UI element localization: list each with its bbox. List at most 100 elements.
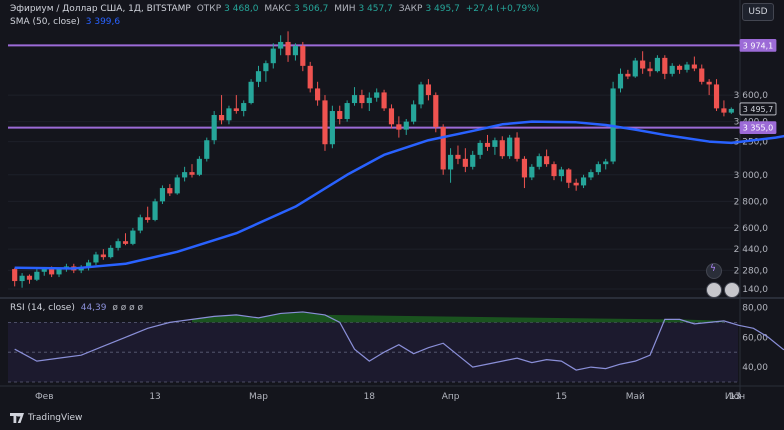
flag-icon-secondary[interactable] bbox=[724, 282, 740, 298]
candle-body bbox=[536, 156, 542, 167]
candle-body bbox=[381, 92, 387, 109]
time-tick-label: Фев bbox=[35, 392, 54, 402]
candle bbox=[411, 100, 417, 125]
price-tick-label: 2 280,0 bbox=[734, 266, 769, 276]
candle-body bbox=[433, 95, 439, 127]
candle-body bbox=[455, 154, 461, 159]
candle bbox=[721, 100, 727, 117]
candle bbox=[713, 79, 720, 112]
candle bbox=[499, 136, 505, 159]
candle bbox=[100, 249, 106, 260]
candle-body bbox=[300, 45, 306, 66]
candle bbox=[322, 95, 328, 151]
candle bbox=[662, 55, 668, 80]
candle-body bbox=[41, 269, 47, 272]
time-tick-label: Мар bbox=[249, 392, 268, 402]
candle bbox=[226, 105, 232, 125]
candle-body bbox=[640, 60, 646, 69]
candle-body bbox=[625, 73, 631, 77]
candle-body bbox=[662, 57, 668, 74]
time-tick-label: 15 bbox=[556, 392, 567, 402]
currency-button[interactable]: USD bbox=[742, 3, 774, 21]
flag-icon[interactable] bbox=[706, 282, 722, 298]
time-tick-label: Май bbox=[626, 392, 645, 402]
candle bbox=[588, 169, 594, 181]
candle-body bbox=[49, 269, 55, 275]
candle bbox=[78, 265, 84, 274]
candle-body bbox=[108, 247, 114, 258]
open-value: 3 468,0 bbox=[224, 4, 259, 14]
candle bbox=[248, 79, 254, 105]
candle bbox=[130, 227, 136, 246]
candle-body bbox=[647, 68, 653, 72]
candle bbox=[374, 88, 380, 102]
candle bbox=[152, 198, 158, 222]
candle bbox=[484, 134, 491, 151]
candle-body bbox=[418, 84, 424, 105]
candle bbox=[507, 134, 513, 159]
price-tick-label: 2 140,0 bbox=[734, 285, 769, 295]
high-label: МАКС bbox=[264, 4, 291, 14]
candle-body bbox=[337, 111, 343, 119]
candle-body bbox=[403, 121, 409, 130]
candle bbox=[603, 158, 609, 170]
candle-body bbox=[130, 230, 136, 244]
candle-body bbox=[617, 73, 624, 89]
candle bbox=[403, 118, 409, 135]
candle-body bbox=[521, 158, 528, 178]
price-tick-label: 2 600,0 bbox=[734, 224, 769, 234]
candle-body bbox=[595, 164, 601, 173]
candle-body bbox=[425, 84, 431, 96]
candle bbox=[189, 164, 195, 178]
candle-body bbox=[566, 169, 572, 183]
tradingview-logo-icon bbox=[10, 413, 24, 423]
candle-body bbox=[322, 100, 328, 145]
candle bbox=[292, 43, 299, 61]
candle bbox=[425, 79, 431, 101]
candle bbox=[12, 267, 18, 287]
candle-body bbox=[145, 217, 151, 220]
candle-body bbox=[93, 254, 99, 263]
candle bbox=[93, 251, 99, 266]
candle bbox=[625, 69, 631, 80]
candle bbox=[255, 65, 262, 88]
price-label-resistance: 3 974,1 bbox=[743, 41, 774, 50]
candle-body bbox=[19, 275, 25, 282]
candle bbox=[470, 150, 476, 170]
candle-body bbox=[462, 158, 468, 167]
candle bbox=[647, 61, 653, 77]
candle-body bbox=[588, 172, 594, 178]
candle bbox=[233, 95, 239, 114]
candle-body bbox=[137, 217, 143, 231]
candle bbox=[728, 107, 734, 114]
sma-legend[interactable]: SMA (50, close) 3 399,6 bbox=[10, 17, 123, 27]
candle-body bbox=[182, 172, 188, 178]
candle-body bbox=[484, 142, 491, 147]
sma-label: SMA (50, close) bbox=[10, 17, 80, 27]
tradingview-brand[interactable]: TradingView bbox=[10, 413, 82, 423]
candle-body bbox=[669, 65, 675, 74]
candle bbox=[204, 137, 210, 162]
candle bbox=[329, 105, 335, 149]
rsi-legend[interactable]: RSI (14, close) 44,39 ø ø ø ø bbox=[10, 303, 146, 313]
high-value: 3 506,7 bbox=[293, 4, 329, 14]
candle bbox=[278, 35, 284, 56]
candle bbox=[418, 81, 424, 109]
candle bbox=[396, 116, 402, 138]
candle-body bbox=[470, 154, 476, 167]
candle bbox=[514, 132, 520, 162]
candle-body bbox=[115, 241, 121, 248]
candle-body bbox=[359, 95, 365, 104]
candle-body bbox=[285, 41, 291, 56]
sma-line bbox=[14, 120, 784, 270]
candle-body bbox=[26, 275, 33, 280]
close-value: 3 495,7 bbox=[425, 4, 460, 14]
rsi-tick-label: 80,00 bbox=[742, 303, 768, 313]
candle bbox=[477, 140, 483, 159]
candle bbox=[617, 68, 624, 93]
candle bbox=[263, 60, 269, 82]
lightning-icon[interactable]: ϟ bbox=[706, 263, 722, 279]
candle bbox=[19, 273, 25, 288]
